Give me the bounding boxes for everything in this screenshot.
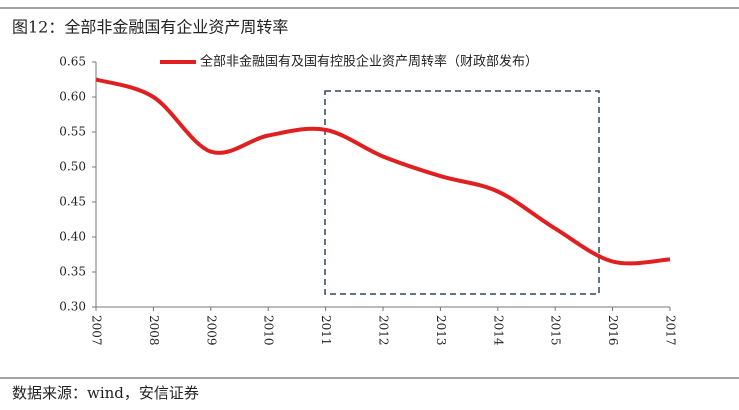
y-tick-label: 0.45 <box>59 195 86 209</box>
y-tick-label: 0.55 <box>59 125 86 139</box>
y-tick-label: 0.40 <box>59 230 86 244</box>
source: 数据来源：wind，安信证券 <box>12 384 199 402</box>
x-tick-label: 2017 <box>664 315 678 346</box>
x-tick-label: 2010 <box>262 315 276 346</box>
x-tick-label: 2008 <box>147 315 161 346</box>
x-tick-label: 2014 <box>491 315 505 346</box>
x-tick-label: 2007 <box>90 315 104 346</box>
y-tick-label: 0.50 <box>59 160 86 174</box>
x-tick-label: 2013 <box>434 315 448 346</box>
y-tick-label: 0.35 <box>59 265 86 279</box>
series-line <box>95 77 671 266</box>
x-tick-label: 2016 <box>606 315 620 346</box>
x-tick-label: 2009 <box>204 315 218 346</box>
y-tick-label: 0.60 <box>59 90 86 104</box>
chart-title: 图12：全部非金融国有企业资产周转率 <box>12 18 288 37</box>
y-tick-label: 0.30 <box>59 300 86 314</box>
x-tick-label: 2011 <box>319 315 333 346</box>
y-tick-label: 0.65 <box>59 55 86 69</box>
highlight-box <box>324 90 600 295</box>
legend-label: 全部非金融国有及国有控股企业资产周转率（财政部发布） <box>200 54 538 70</box>
x-tick-label: 2012 <box>377 315 391 346</box>
x-tick-label: 2015 <box>549 315 563 346</box>
